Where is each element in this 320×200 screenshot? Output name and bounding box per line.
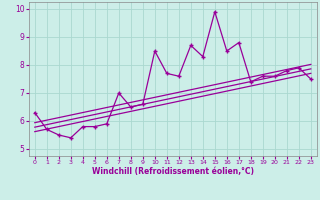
X-axis label: Windchill (Refroidissement éolien,°C): Windchill (Refroidissement éolien,°C) [92, 167, 254, 176]
